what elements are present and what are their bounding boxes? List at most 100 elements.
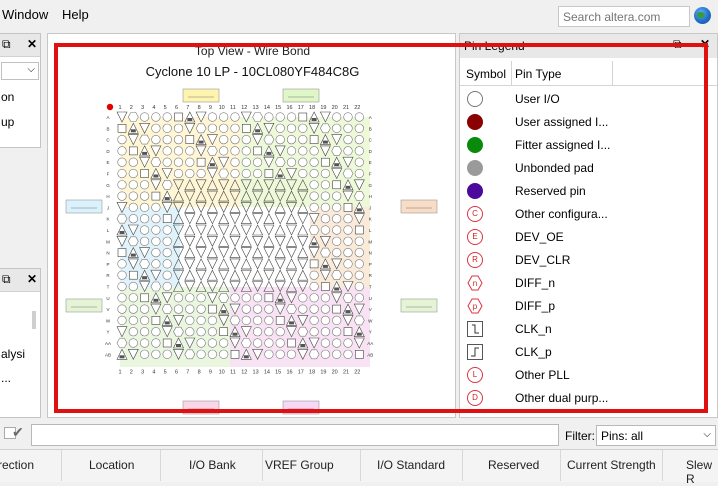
legend-item[interactable]: p DIFF_p	[460, 295, 717, 318]
legend-item[interactable]: Fitter assigned I...	[460, 134, 717, 157]
column-symbol[interactable]: Symbol	[466, 67, 507, 81]
power-pin	[274, 201, 286, 213]
io-bank-tag	[182, 88, 220, 103]
row-letter: E	[106, 160, 109, 165]
column-io-standard[interactable]: I/O Standard	[377, 458, 446, 472]
close-icon[interactable]: ✕	[700, 37, 711, 51]
column-slew-rate[interactable]: Slew R	[686, 458, 713, 486]
column-number: 14	[264, 105, 270, 111]
clock-pin	[309, 259, 319, 269]
power-pin	[195, 190, 207, 202]
close-icon[interactable]: ✕	[27, 37, 38, 51]
legend-item[interactable]: L Other PLL	[460, 364, 717, 387]
menu-window[interactable]: Window	[2, 7, 49, 22]
chip-planner-view[interactable]: Top View - Wire Bond Cyclone 10 LP - 10C…	[47, 33, 456, 418]
diff-pin	[252, 112, 263, 122]
globe-icon[interactable]	[694, 7, 711, 24]
power-pin-fill	[142, 276, 148, 280]
ground-pin	[139, 247, 151, 259]
chevron-down-icon: ⌵	[703, 429, 711, 440]
ground-pin	[173, 202, 184, 214]
power-pin	[240, 258, 252, 270]
row-letter: P	[369, 262, 372, 267]
legend-item[interactable]: Unbonded pad	[460, 157, 717, 180]
user-io-pin	[117, 304, 127, 314]
user-io-pin	[332, 214, 342, 224]
pin-map[interactable]: 1122334455667788991010111112121313141415…	[48, 34, 457, 419]
user-io-pin	[320, 315, 331, 326]
diff-pin	[286, 304, 297, 314]
power-pin	[263, 258, 275, 270]
legend-item[interactable]: C Other configura...	[460, 203, 717, 226]
ground-pin	[229, 281, 241, 293]
column-location[interactable]: Location	[89, 458, 135, 472]
row-letter: B	[106, 126, 109, 131]
diff-pin	[161, 180, 173, 190]
user-io-pin	[264, 327, 274, 337]
column-io-bank[interactable]: I/O Bank	[189, 458, 236, 472]
clock-pin	[354, 225, 364, 235]
legend-item[interactable]: CLK_n	[460, 318, 717, 341]
diff-pin	[161, 304, 173, 314]
ground-pin	[286, 269, 297, 281]
power-pin-fill	[255, 129, 261, 133]
user-io-pin	[332, 225, 342, 235]
float-icon[interactable]: ⧉	[673, 37, 682, 51]
ground-pin	[161, 168, 173, 180]
column-current-strength[interactable]: Current Strength	[567, 458, 656, 472]
search-input[interactable]	[558, 6, 690, 27]
list-item[interactable]: ...	[1, 371, 12, 385]
float-icon[interactable]: ⧉	[2, 37, 11, 51]
legend-item[interactable]: User I/O	[460, 88, 717, 111]
l-letter-icon: L	[467, 367, 483, 383]
user-io-pin	[162, 225, 172, 235]
legend-item[interactable]: E DEV_OE	[460, 226, 717, 249]
legend-item-label: DEV_OE	[515, 230, 564, 244]
legend-item[interactable]: D Other dual purp...	[460, 387, 717, 410]
user-io-pin	[320, 349, 331, 359]
column-pin-type[interactable]: Pin Type	[515, 67, 562, 81]
filter-input[interactable]	[31, 424, 559, 446]
row-letter: L	[107, 228, 110, 233]
column-reserved[interactable]: Reserved	[488, 458, 540, 472]
d-letter-icon: D	[467, 390, 483, 406]
user-io-pin	[173, 293, 184, 303]
ground-pin	[206, 168, 218, 180]
legend-item[interactable]: CLK_p	[460, 341, 717, 364]
ground-pin	[150, 145, 162, 157]
check-icon[interactable]: ✔	[12, 424, 24, 440]
column-vref-group[interactable]: VREF Group	[265, 458, 334, 472]
legend-item[interactable]: User assigned I...	[460, 111, 717, 134]
float-icon[interactable]: ⧉	[2, 272, 11, 286]
ground-pin	[218, 269, 230, 281]
diff-pin	[342, 292, 354, 303]
scrollbar[interactable]	[32, 311, 36, 329]
left-panel-dropdown[interactable]: ⌵	[1, 62, 39, 80]
power-pin-fill	[176, 344, 181, 347]
power-pin	[297, 201, 309, 213]
list-item[interactable]: alysi	[1, 347, 26, 361]
user-io-pin	[354, 157, 364, 167]
ground-pin	[206, 190, 218, 202]
menu-help[interactable]: Help	[62, 7, 89, 22]
ground-pin	[308, 123, 320, 134]
expand-icon[interactable]	[4, 427, 16, 439]
list-item[interactable]: up	[1, 115, 15, 129]
column-number: 20	[332, 105, 338, 111]
user-io-pin	[241, 293, 251, 303]
green-circle-icon	[467, 137, 483, 153]
user-io-pin	[162, 349, 172, 359]
clock-pin	[332, 180, 342, 190]
filter-select[interactable]: Pins: all ⌵	[596, 425, 716, 446]
column-direction[interactable]: rection	[0, 458, 35, 472]
list-item[interactable]: on	[1, 90, 15, 104]
legend-item[interactable]: n DIFF_n	[460, 272, 717, 295]
user-io-pin	[354, 293, 364, 303]
column-number: 10	[219, 105, 225, 111]
ground-pin	[240, 224, 252, 236]
user-io-pin	[162, 134, 172, 145]
close-icon[interactable]: ✕	[27, 272, 38, 286]
legend-item[interactable]: R DEV_CLR	[460, 249, 717, 272]
legend-item[interactable]: Reserved pin	[460, 180, 717, 203]
power-pin	[229, 269, 241, 281]
